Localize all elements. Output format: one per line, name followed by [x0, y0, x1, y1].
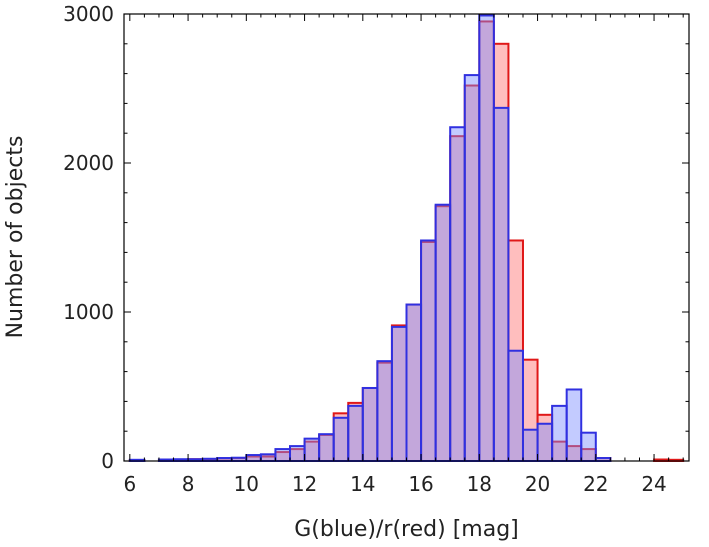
bar-blue-19 — [507, 349, 524, 462]
bar-blue-21 — [565, 388, 583, 463]
bar-blue-10.5 — [259, 453, 277, 462]
bar-blue-13 — [332, 416, 350, 463]
y-tick-label: 3000 — [63, 2, 114, 26]
x-tick-label: 8 — [182, 472, 195, 496]
bar-blue-20 — [536, 422, 554, 462]
bar-blue-16 — [420, 239, 437, 462]
bars-layer — [128, 14, 685, 463]
x-axis-title: G(blue)/r(red) [mag] — [294, 517, 519, 542]
tick-labels-layer: 6 8 10 12 14 16 18 20 22 24 0 1000 2000 3000 — [63, 2, 667, 496]
y-axis-title: Number of objects — [3, 136, 28, 339]
ticks-layer — [124, 13, 689, 462]
x-tick-label: 12 — [292, 472, 317, 496]
bar-blue-21.5 — [580, 431, 597, 463]
bar-blue-15.5 — [405, 303, 423, 462]
bar-blue-18 — [478, 14, 495, 463]
bar-blue-11.5 — [289, 445, 306, 463]
bar-blue-12.5 — [318, 433, 335, 462]
bar-blue-20.5 — [551, 404, 568, 462]
bar-blue-13.5 — [347, 404, 364, 462]
x-tick-label: 6 — [123, 472, 136, 496]
bar-blue-12 — [303, 437, 321, 462]
bar-blue-17 — [449, 126, 466, 463]
bar-blue-14 — [361, 386, 379, 462]
x-tick-label: 20 — [525, 472, 550, 496]
y-tick-label: 1000 — [63, 300, 114, 324]
y-tick-label: 0 — [101, 449, 114, 473]
x-tick-label: 22 — [583, 472, 608, 496]
x-tick-label: 24 — [641, 472, 666, 496]
bar-blue-10 — [245, 454, 262, 463]
x-tick-label: 14 — [350, 472, 375, 496]
bar-blue-11 — [274, 448, 292, 462]
x-tick-label: 16 — [408, 472, 433, 496]
bar-blue-17.5 — [463, 74, 481, 462]
bar-blue-16.5 — [434, 203, 452, 462]
bar-blue-15 — [390, 325, 408, 462]
bar-blue-14.5 — [376, 360, 393, 463]
bar-blue-19.5 — [521, 428, 539, 462]
x-tick-label: 10 — [234, 472, 259, 496]
bar-blue-18.5 — [492, 106, 510, 463]
x-tick-label: 18 — [467, 472, 492, 496]
y-tick-label: 2000 — [63, 151, 114, 175]
